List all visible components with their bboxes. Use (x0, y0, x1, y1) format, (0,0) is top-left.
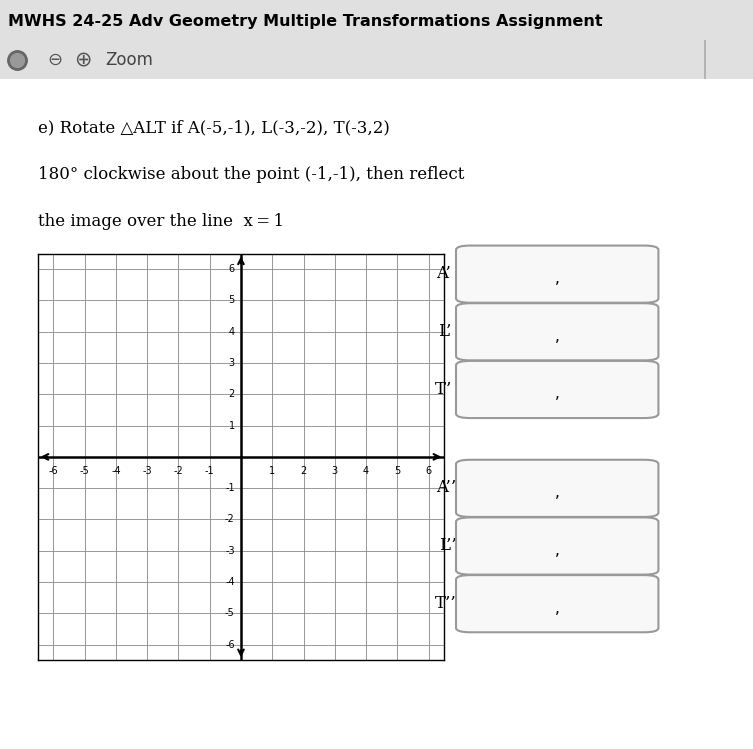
Text: -6: -6 (225, 640, 235, 649)
Text: A’ (: A’ ( (437, 266, 463, 282)
Text: 6: 6 (229, 264, 235, 274)
Text: ⊖: ⊖ (47, 50, 62, 69)
Text: -2: -2 (173, 467, 183, 476)
FancyBboxPatch shape (456, 575, 658, 632)
Text: T’’(: T’’( (434, 595, 463, 612)
Text: 2: 2 (228, 389, 235, 399)
Text: L’’(: L’’( (439, 538, 463, 554)
FancyBboxPatch shape (456, 361, 658, 418)
Text: e) Rotate △ALT if A(-5,-1), L(-3,-2), T(-3,2): e) Rotate △ALT if A(-5,-1), L(-3,-2), T(… (38, 120, 389, 136)
Text: -5: -5 (80, 467, 90, 476)
Text: 5: 5 (395, 467, 401, 476)
Text: ,: , (555, 271, 559, 286)
Text: -1: -1 (225, 483, 235, 493)
Text: -3: -3 (225, 546, 235, 556)
Text: 1: 1 (229, 421, 235, 431)
FancyBboxPatch shape (456, 246, 658, 303)
Text: MWHS 24-25 Adv Geometry Multiple Transformations Assignment: MWHS 24-25 Adv Geometry Multiple Transfo… (8, 14, 602, 29)
Text: ,: , (555, 386, 559, 401)
Text: -1: -1 (205, 467, 215, 476)
Text: 4: 4 (229, 327, 235, 337)
Text: -3: -3 (142, 467, 152, 476)
Text: 5: 5 (228, 296, 235, 306)
Text: -5: -5 (225, 608, 235, 618)
Text: -2: -2 (225, 515, 235, 524)
FancyBboxPatch shape (456, 303, 658, 360)
Text: ,: , (555, 543, 559, 558)
Text: 180° clockwise about the point (-1,-1), then reflect: 180° clockwise about the point (-1,-1), … (38, 166, 464, 184)
Text: Zoom: Zoom (105, 50, 154, 69)
Text: ,: , (555, 329, 559, 344)
Text: -4: -4 (111, 467, 120, 476)
Text: 4: 4 (363, 467, 369, 476)
Text: ,: , (555, 485, 559, 500)
FancyBboxPatch shape (0, 79, 753, 749)
Text: ⊕: ⊕ (74, 49, 91, 70)
Text: T’ (: T’ ( (435, 381, 463, 398)
Text: A’’(: A’’( (436, 480, 463, 497)
Text: ,: , (555, 601, 559, 616)
Text: -6: -6 (48, 467, 58, 476)
Text: 3: 3 (332, 467, 338, 476)
Text: the image over the line  x = 1: the image over the line x = 1 (38, 213, 284, 230)
Text: 3: 3 (229, 358, 235, 368)
Text: 6: 6 (425, 467, 431, 476)
FancyBboxPatch shape (456, 460, 658, 517)
Text: 2: 2 (300, 467, 306, 476)
Text: 1: 1 (269, 467, 276, 476)
FancyBboxPatch shape (456, 518, 658, 574)
Text: -4: -4 (225, 577, 235, 587)
Text: L’ (: L’ ( (439, 324, 463, 340)
